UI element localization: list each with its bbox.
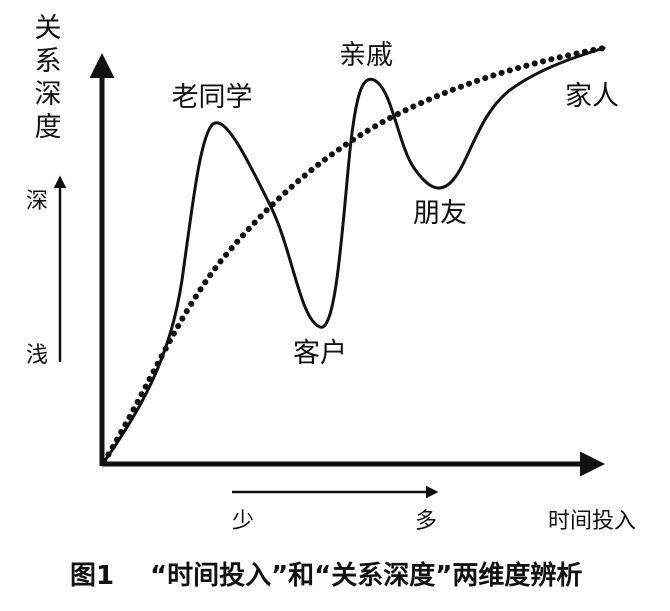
time-scale-high: 多 [415,509,437,534]
label-relative: 亲戚 [339,40,393,71]
label-client: 客户 [293,338,347,369]
y-axis-label-char-1: 关 [35,13,62,44]
y-axis-label-char-4: 度 [35,112,62,143]
y-axis-label-char-2: 系 [35,46,62,77]
x-axis-label: 时间投入 [548,509,636,534]
time-scale-low: 少 [232,509,254,534]
figure-caption-number: 图1 [70,561,114,591]
depth-scale-high: 深 [26,189,48,214]
label-classmate: 老同学 [172,82,253,113]
label-friend: 朋友 [413,198,467,229]
y-axis-label-char-3: 深 [35,79,62,110]
relationship-curve [102,46,606,464]
figure-caption-text: “时间投入”和“关系深度”两维度辨析 [150,560,582,591]
depth-scale-low: 浅 [26,343,48,368]
label-family: 家人 [565,81,619,112]
